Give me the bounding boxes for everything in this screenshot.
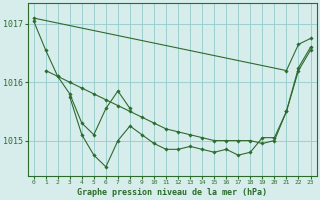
X-axis label: Graphe pression niveau de la mer (hPa): Graphe pression niveau de la mer (hPa) — [77, 188, 267, 197]
